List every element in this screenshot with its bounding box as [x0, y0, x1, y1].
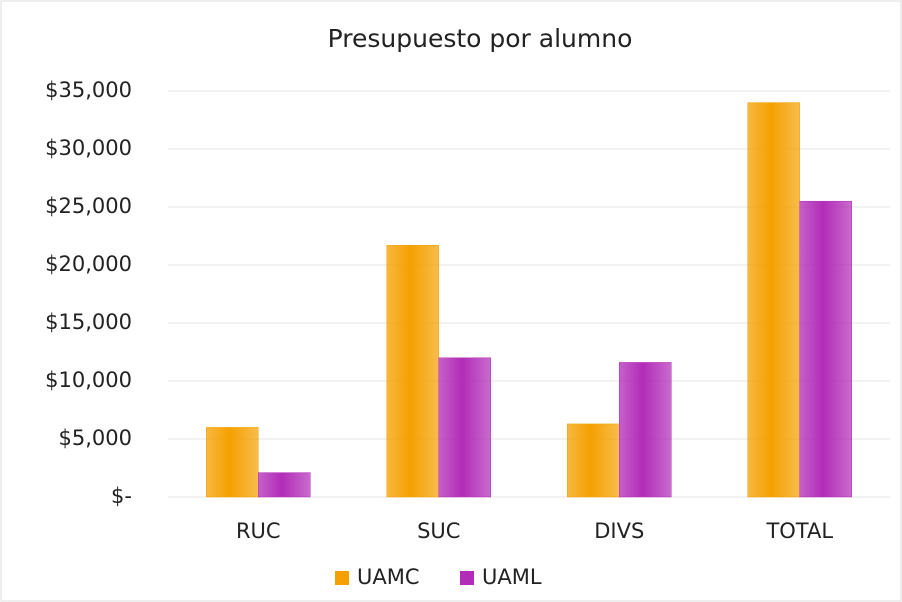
y-tick-label: $15,000 — [45, 310, 132, 334]
bar — [206, 427, 259, 498]
y-tick-label: $- — [111, 484, 132, 508]
x-tick-label: TOTAL — [765, 519, 833, 543]
y-tick-label: $20,000 — [45, 252, 132, 276]
bar — [747, 102, 800, 498]
chart-title: Presupuesto por alumno — [328, 24, 633, 53]
x-tick-label: DIVS — [594, 519, 644, 543]
bar — [438, 357, 491, 498]
y-tick-label: $5,000 — [59, 426, 132, 450]
legend-label: UAMC — [357, 565, 420, 589]
bar — [619, 362, 672, 498]
bar — [799, 200, 852, 498]
y-tick-label: $25,000 — [45, 194, 132, 218]
legend-swatch — [335, 571, 349, 585]
x-tick-label: SUC — [417, 519, 460, 543]
x-tick-label: RUC — [236, 519, 281, 543]
bar — [567, 423, 620, 498]
legend-swatch — [460, 571, 474, 585]
bar — [258, 472, 311, 498]
y-tick-label: $30,000 — [45, 136, 132, 160]
bar — [386, 245, 439, 498]
y-tick-label: $35,000 — [45, 78, 132, 102]
legend-label: UAML — [482, 565, 542, 589]
y-tick-label: $10,000 — [45, 368, 132, 392]
